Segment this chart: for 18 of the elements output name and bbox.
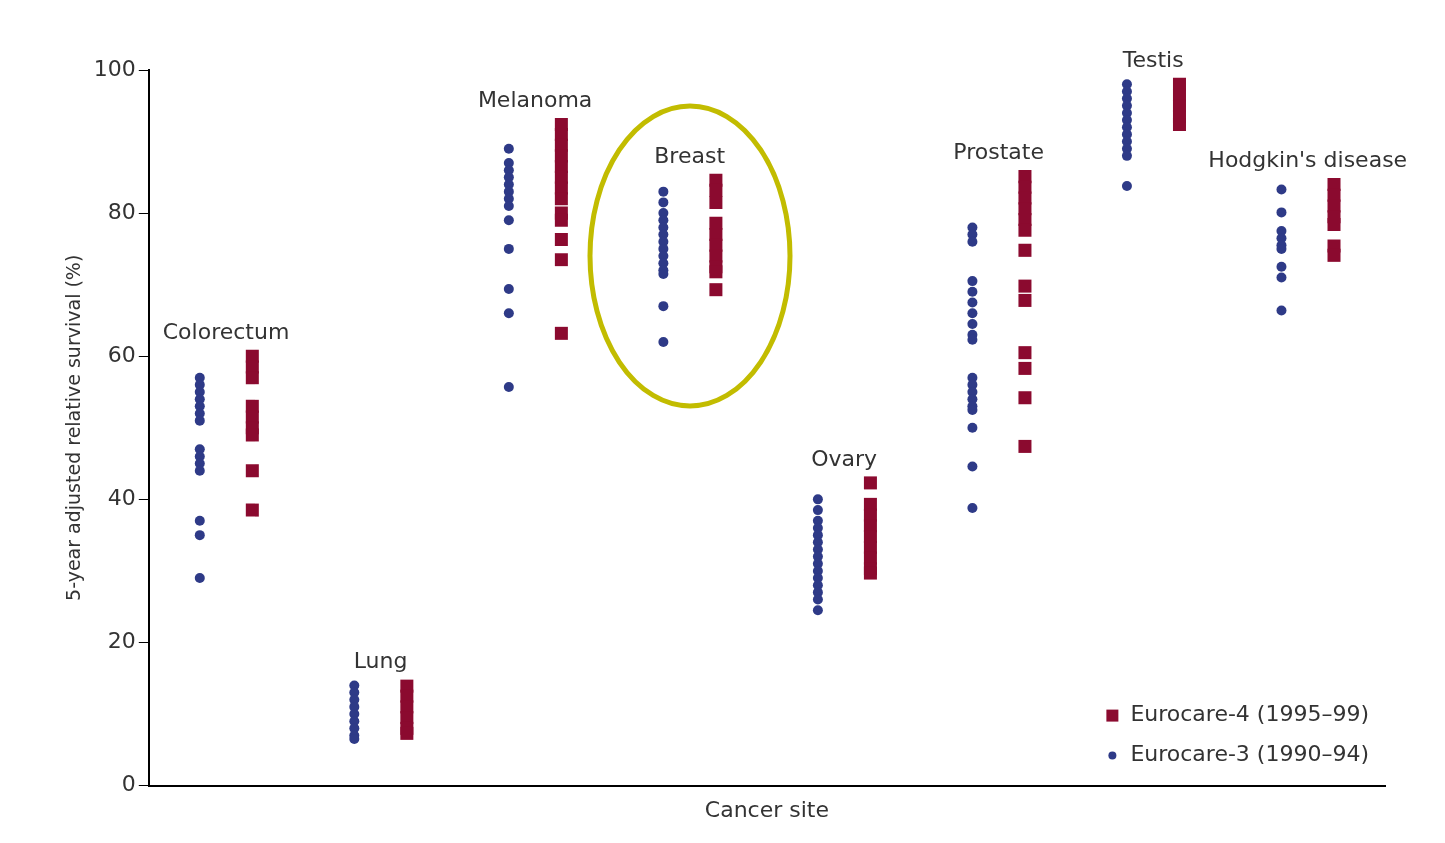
x-tick-label: Breast xyxy=(654,142,726,168)
x-tick-label: Lung xyxy=(353,648,408,674)
x-tick-label: Testis xyxy=(1121,47,1184,73)
x-axis-title: Cancer site xyxy=(704,796,829,822)
y-tick-label: 80 xyxy=(107,198,136,224)
y-axis-title: 5-year adjusted relative survival (%) xyxy=(62,254,85,601)
x-tick-label: Melanoma xyxy=(477,87,593,113)
legend-label: Eurocare-3 (1990–94) xyxy=(1130,741,1370,767)
y-tick-label: 20 xyxy=(107,628,136,654)
legend-label: Eurocare-4 (1995–99) xyxy=(1130,701,1370,727)
x-tick-label: Hodgkin's disease xyxy=(1208,147,1408,173)
x-tick-label: Ovary xyxy=(811,445,878,471)
y-tick-label: 0 xyxy=(121,771,136,797)
y-tick-label: 100 xyxy=(93,55,136,81)
y-tick-label: 60 xyxy=(107,341,136,367)
x-tick-label: Prostate xyxy=(953,139,1045,165)
x-tick-label: Colorectum xyxy=(162,318,290,344)
y-tick-label: 40 xyxy=(107,485,136,511)
